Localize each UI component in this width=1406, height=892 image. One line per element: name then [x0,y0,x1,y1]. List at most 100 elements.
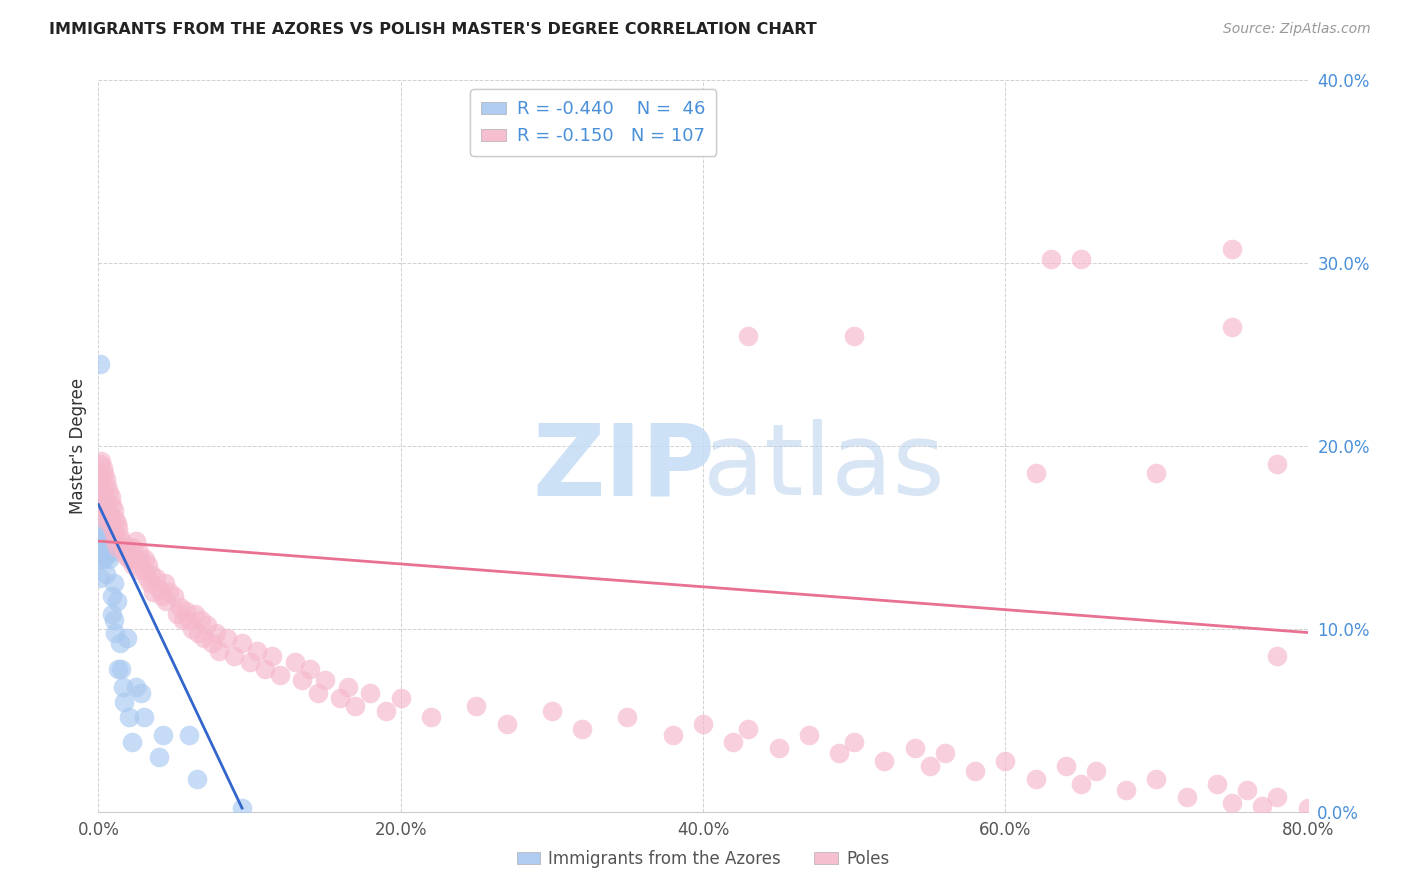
Point [94,472,117,486]
Point [103,503,125,517]
Point [654,101,676,115]
Point [90,512,112,526]
Point [344,698,367,713]
Point [336,681,359,695]
Point [571,723,593,737]
Point [797,728,820,742]
Point [104,512,127,526]
Point [163,589,186,603]
Point [93,467,115,481]
Point [307,686,329,700]
Point [314,673,336,687]
Point [904,740,927,755]
Point [121,540,143,554]
Point [142,585,165,599]
Point [141,567,163,582]
Point [172,613,194,627]
Point [1024,467,1046,481]
Y-axis label: Master's Degree: Master's Degree [69,378,87,514]
Point [1206,777,1229,791]
Point [934,746,956,760]
Point [374,704,396,718]
Point [91,516,114,530]
Point [107,521,129,535]
Point [100,490,122,504]
Point [89,357,111,371]
Point [96,540,118,554]
Point [190,613,212,627]
Point [495,717,517,731]
Point [169,599,191,614]
Point [152,728,174,742]
Point [231,636,253,650]
Point [1144,772,1167,786]
Point [89,521,111,535]
Point [98,484,121,499]
Point [1024,772,1046,786]
Point [153,576,176,591]
Point [139,576,162,591]
Point [90,453,112,467]
Text: Source: ZipAtlas.com: Source: ZipAtlas.com [1223,22,1371,37]
Point [205,625,228,640]
Point [100,516,122,530]
Point [1267,649,1289,664]
Text: atlas: atlas [703,419,945,516]
Point [195,618,218,632]
Point [1070,777,1092,791]
Point [179,613,201,627]
Point [91,534,114,549]
Point [103,526,125,541]
Point [96,521,118,535]
Point [101,607,124,622]
Point [94,498,117,512]
Point [299,662,322,676]
Point [187,625,209,640]
Point [91,461,114,475]
Point [100,545,122,559]
Point [93,526,115,541]
Point [148,749,170,764]
Point [104,625,127,640]
Point [118,709,141,723]
Point [360,686,382,700]
Point [844,329,866,343]
Point [94,512,117,526]
Point [1267,790,1289,805]
Point [1039,252,1062,267]
Point [93,545,115,559]
Point [125,534,148,549]
Point [284,655,307,669]
Point [112,695,135,709]
Point [179,728,201,742]
Point [89,479,111,493]
Point [420,709,443,723]
Point [115,540,138,554]
Point [89,540,111,554]
Point [174,603,197,617]
Point [1144,467,1167,481]
Point [1085,764,1108,779]
Point [181,622,204,636]
Point [148,582,170,596]
Point [1220,796,1243,810]
Point [111,540,134,554]
Point [121,735,143,749]
Point [91,552,114,566]
Point [89,498,111,512]
Point [965,764,987,779]
Point [768,740,790,755]
Point [89,552,111,566]
Point [1267,457,1289,471]
Point [103,576,125,591]
Point [1175,790,1198,805]
Legend: R = -0.440    N =  46, R = -0.150   N = 107: R = -0.440 N = 46, R = -0.150 N = 107 [470,89,716,156]
Point [96,503,118,517]
Point [1115,782,1137,797]
Point [166,607,188,622]
Point [127,563,149,577]
Point [329,691,352,706]
Point [253,662,276,676]
Point [89,571,111,585]
Point [616,709,638,723]
